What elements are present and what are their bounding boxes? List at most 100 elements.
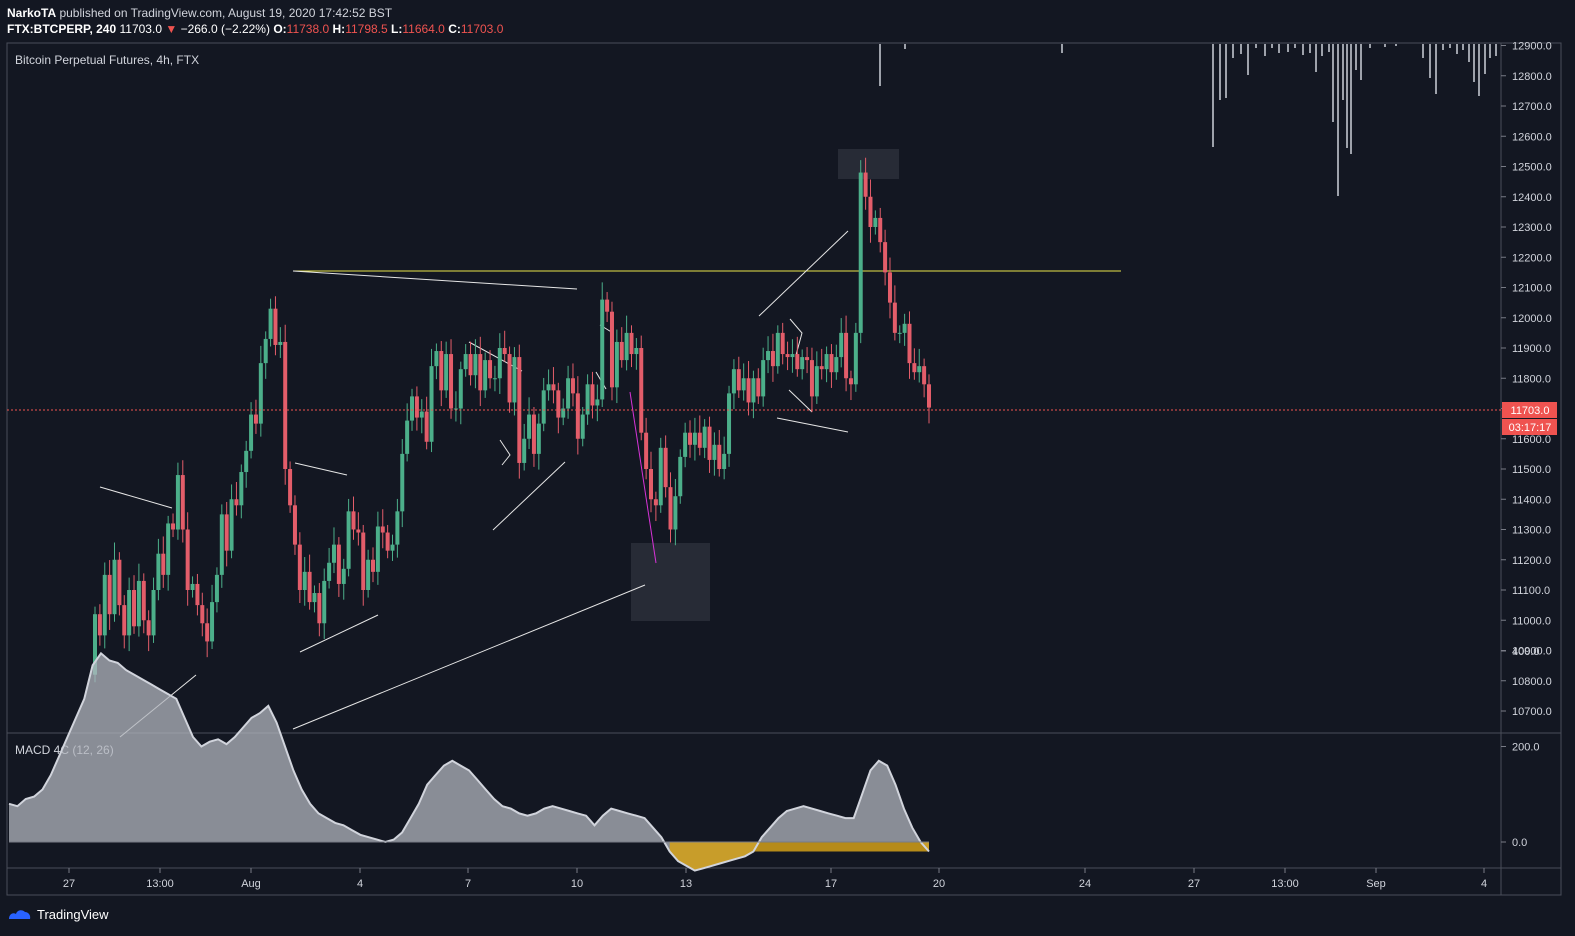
candle-body <box>351 511 356 530</box>
open-value: 11738.0 <box>286 22 330 36</box>
close-value: 11703.0 <box>460 22 504 36</box>
candle-body <box>927 384 931 408</box>
candle-body <box>917 366 922 373</box>
candle-body <box>883 242 888 273</box>
candle-body <box>439 351 444 391</box>
candle-body <box>527 414 532 439</box>
candle-body <box>463 354 468 370</box>
candle-body <box>141 580 146 621</box>
candle-body <box>624 332 629 361</box>
candle-body <box>619 341 624 361</box>
candle-body <box>166 523 171 575</box>
candle-body <box>848 378 853 385</box>
candle-body <box>253 414 258 424</box>
zones <box>631 149 899 621</box>
candle-body <box>205 623 210 642</box>
time-tick-label: 4 <box>357 878 363 890</box>
candle-body <box>307 571 312 603</box>
candle-body <box>507 354 512 403</box>
price-tick-label: 10700.0 <box>1512 706 1552 718</box>
candle-body <box>268 308 273 339</box>
time-tick-label: 27 <box>63 878 75 890</box>
candle-body <box>273 308 278 345</box>
candle-body <box>117 559 122 606</box>
time-tick-label: 27 <box>1188 878 1200 890</box>
tradingview-logo-icon <box>9 910 31 919</box>
candle-body <box>766 351 771 361</box>
symbol-info: FTX:BTCPERP, 240 11703.0 ▼ −266.0 (−2.22… <box>7 22 503 36</box>
macd-tick-label: 0.0 <box>1512 837 1527 849</box>
candle-body <box>502 348 507 355</box>
candle-body <box>839 332 844 358</box>
candle-body <box>512 357 517 403</box>
magenta-trendline <box>629 391 657 564</box>
candle-body <box>580 414 585 439</box>
candle-body <box>785 354 790 358</box>
pattern-line <box>499 439 511 466</box>
candle-body <box>234 499 239 506</box>
candle-body <box>634 348 639 355</box>
price-tags: 11703.0 03:17:17 <box>1502 402 1557 435</box>
candle-body <box>692 432 697 445</box>
candle-body <box>278 341 283 345</box>
supply-zone <box>838 149 899 179</box>
candle-body <box>434 351 439 367</box>
candle-body <box>536 423 541 454</box>
candle-body <box>239 472 244 506</box>
candle-body <box>556 390 561 418</box>
candle-body <box>410 396 415 421</box>
candle-body <box>492 378 497 380</box>
candle-body <box>741 378 746 391</box>
candle-body <box>361 532 366 590</box>
low-value: 11664.0 <box>402 22 445 36</box>
candle-body <box>424 411 429 442</box>
candle-body <box>283 341 288 469</box>
candle-body <box>224 514 229 551</box>
candle-body <box>200 605 205 624</box>
candle-body <box>244 450 249 473</box>
macd-axis: 0.0 200.0 400.0 <box>1501 646 1540 849</box>
macd-line <box>8 651 930 872</box>
candle-body <box>458 369 463 409</box>
close-label: C: <box>448 22 461 36</box>
candle-body <box>575 393 580 439</box>
candle-body <box>317 593 322 624</box>
price-axis[interactable]: 10700.0 10800.0 10900.0 11000.0 11100.0 11200… <box>1501 41 1552 719</box>
candle-body <box>912 363 917 373</box>
pattern-line <box>789 318 803 356</box>
price-tick-label: 10800.0 <box>1512 676 1552 688</box>
candle-body <box>127 590 132 636</box>
candle-body <box>658 447 663 506</box>
candle-body <box>336 544 341 584</box>
macd-tick-label: 200.0 <box>1512 742 1540 754</box>
candle-body <box>844 332 849 379</box>
candle-body <box>483 360 488 391</box>
candle-body <box>629 332 634 355</box>
macd-indicator <box>8 651 930 872</box>
candle-body <box>429 366 434 442</box>
candle-body <box>156 553 161 590</box>
candle-body <box>775 332 780 367</box>
demand-zone <box>631 543 710 621</box>
candle-body <box>805 357 810 361</box>
candle-body <box>873 217 878 227</box>
footer-brand: TradingView <box>37 906 109 922</box>
candle-body <box>331 544 336 563</box>
price-tick-label: 12400.0 <box>1512 192 1552 204</box>
time-axis[interactable]: 27 13:00 Aug 4 7 10 13 17 20 24 27 13:00 Sep 4 <box>63 868 1487 890</box>
candle-body <box>190 583 195 590</box>
candle-body <box>161 553 166 575</box>
countdown-tag: 03:17:17 <box>1509 422 1552 434</box>
trend-drawings <box>99 230 1121 738</box>
candle-body <box>180 475 185 530</box>
candle-body <box>297 544 302 590</box>
candle-body <box>302 571 307 590</box>
price-tick-label: 12100.0 <box>1512 283 1552 295</box>
price-tick-label: 11900.0 <box>1512 343 1551 355</box>
candle-body <box>327 562 332 581</box>
candle-body <box>795 354 800 370</box>
candle-body <box>858 172 863 333</box>
candle-body <box>814 366 819 397</box>
candle-body <box>649 469 653 500</box>
